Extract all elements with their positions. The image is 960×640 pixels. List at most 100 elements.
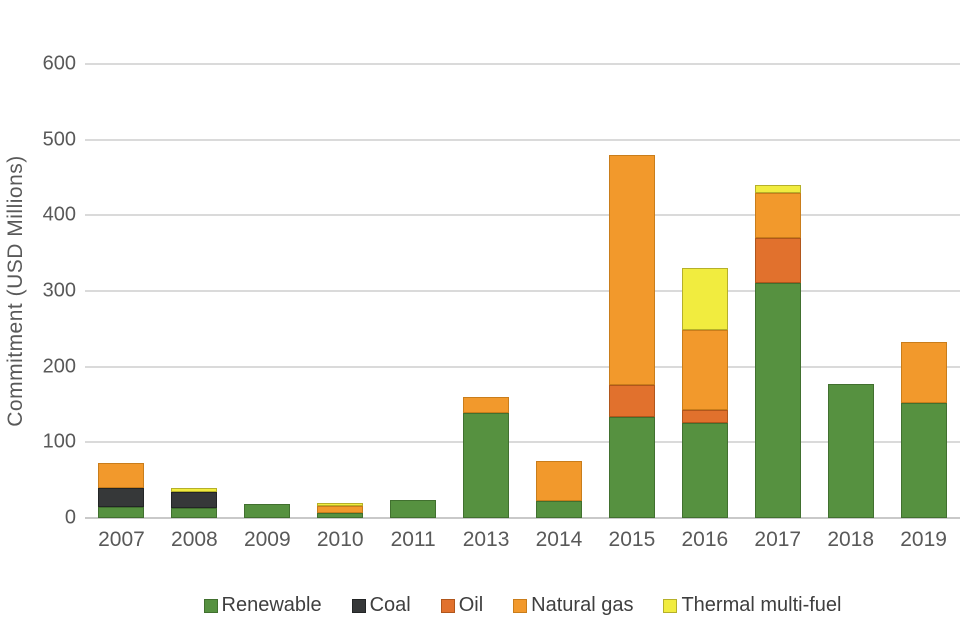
bar-column-2015: [595, 64, 668, 518]
gridline: [85, 214, 960, 217]
legend-label-thermal-multi-fuel: Thermal multi-fuel: [681, 594, 842, 616]
legend-item-coal: Coal: [351, 594, 411, 617]
stacked-bar-2009: [244, 64, 291, 518]
bar-column-2013: [450, 64, 523, 518]
x-axis-line: [85, 517, 960, 519]
bar-column-2017: [741, 64, 814, 518]
bar-column-2010: [304, 64, 377, 518]
legend-swatch-coal: [351, 598, 366, 613]
bar-segment-coal-2007: [98, 487, 145, 507]
bar-segment-natural-gas-2017: [754, 192, 801, 239]
x-tick-label-2016: 2016: [681, 528, 729, 551]
bar-segment-oil-2016: [681, 409, 728, 423]
stacked-bar-2014: [535, 64, 582, 518]
y-tick-label: 200: [42, 355, 76, 378]
y-tick-label: 300: [42, 279, 76, 302]
bar-segment-natural-gas-2015: [608, 154, 655, 385]
x-axis-tick-labels: 2007 2008 2009 2010 2011 2013 2014 2015 2016 2017…: [85, 528, 960, 552]
bar-segment-renewable-2015: [608, 416, 655, 518]
x-tick-label-2019: 2019: [900, 528, 947, 551]
stacked-bar-2016: [681, 64, 728, 518]
stacked-bar-2013: [463, 64, 510, 518]
legend-swatch-oil: [440, 598, 455, 613]
y-tick-label: 400: [42, 203, 76, 226]
legend-label-renewable: Renewable: [221, 594, 322, 616]
bar-column-2008: [158, 64, 231, 518]
bar-column-2011: [377, 64, 450, 518]
legend-swatch-thermal-multi-fuel: [663, 598, 678, 613]
bar-segment-renewable-2010: [317, 512, 364, 518]
legend-label-natural-gas: Natural gas: [531, 594, 634, 616]
bar-segment-thermal-multi-fuel-2010: [317, 502, 364, 506]
bar-segment-renewable-2014: [535, 501, 582, 518]
stacked-bar-2015: [608, 64, 655, 518]
stacked-bar-2019: [900, 64, 947, 518]
bar-segment-coal-2008: [171, 491, 218, 509]
bar-column-2014: [523, 64, 596, 518]
stacked-bar-2007: [98, 64, 145, 518]
x-tick-label-2013: 2013: [462, 528, 510, 551]
legend-swatch-renewable: [203, 598, 218, 613]
bar-segment-renewable-2007: [98, 506, 145, 518]
legend-swatch-natural-gas: [513, 598, 528, 613]
bar-column-2007: [85, 64, 158, 518]
bar-segment-natural-gas-2014: [535, 461, 582, 502]
x-tick-label-2007: 2007: [98, 528, 145, 551]
bar-segment-natural-gas-2007: [98, 462, 145, 488]
y-tick-label: 100: [42, 430, 76, 453]
bar-segment-renewable-2018: [827, 384, 874, 518]
gridline: [85, 63, 960, 65]
x-tick-label-2011: 2011: [390, 528, 436, 551]
bar-segment-thermal-multi-fuel-2008: [171, 487, 218, 492]
bar-segment-oil-2015: [608, 384, 655, 417]
gridline: [85, 365, 960, 368]
x-tick-label-2018: 2018: [827, 528, 875, 551]
y-tick-label: 500: [42, 128, 76, 151]
legend-item-natural-gas: Natural gas: [513, 594, 633, 617]
bar-segment-natural-gas-2013: [463, 396, 510, 413]
legend: Renewable Coal Oil Natural gas Thermal multi…: [85, 594, 960, 617]
stacked-bar-2008: [171, 64, 218, 518]
bar-segment-thermal-multi-fuel-2016: [681, 267, 728, 331]
gridline: [85, 138, 960, 141]
bar-segment-renewable-2017: [754, 283, 801, 518]
gridline: [85, 441, 960, 444]
bar-column-2016: [668, 64, 741, 518]
x-tick-label-2017: 2017: [754, 528, 802, 551]
x-tick-label-2015: 2015: [608, 528, 656, 551]
legend-label-coal: Coal: [369, 594, 411, 616]
bar-segment-natural-gas-2010: [317, 505, 364, 513]
x-tick-label-2014: 2014: [535, 528, 583, 551]
bar-segment-natural-gas-2016: [681, 330, 728, 410]
bar-column-2009: [231, 64, 304, 518]
bar-segment-renewable-2013: [463, 412, 510, 518]
bars-container: [85, 64, 960, 518]
y-axis-tick-labels: 0 100 200 300 400 500 600: [0, 53, 76, 529]
bar-segment-renewable-2009: [244, 504, 291, 518]
bar-segment-natural-gas-2019: [900, 341, 947, 403]
y-tick-label: 600: [42, 52, 76, 75]
legend-item-thermal-multi-fuel: Thermal multi-fuel: [663, 594, 842, 617]
stacked-bar-2017: [754, 64, 801, 518]
x-tick-label-2010: 2010: [316, 528, 364, 551]
stacked-bar-2018: [827, 64, 874, 518]
x-tick-label-2008: 2008: [171, 528, 218, 551]
bar-segment-oil-2017: [754, 238, 801, 284]
bar-segment-thermal-multi-fuel-2017: [754, 185, 801, 193]
bar-segment-renewable-2011: [390, 499, 437, 518]
stacked-bar-2010: [317, 64, 364, 518]
x-tick-label-2009: 2009: [243, 528, 291, 551]
stacked-bar-2011: [390, 64, 437, 518]
legend-item-oil: Oil: [440, 594, 484, 617]
legend-item-renewable: Renewable: [203, 594, 322, 617]
y-tick-label: 0: [64, 506, 76, 529]
gridline: [85, 290, 960, 292]
legend-label-oil: Oil: [458, 594, 484, 616]
bar-segment-renewable-2008: [171, 508, 218, 518]
bar-segment-renewable-2019: [900, 403, 947, 518]
bar-column-2018: [814, 64, 887, 518]
bar-segment-renewable-2016: [681, 422, 728, 518]
plot-area: [85, 63, 960, 519]
bar-column-2019: [887, 64, 960, 518]
